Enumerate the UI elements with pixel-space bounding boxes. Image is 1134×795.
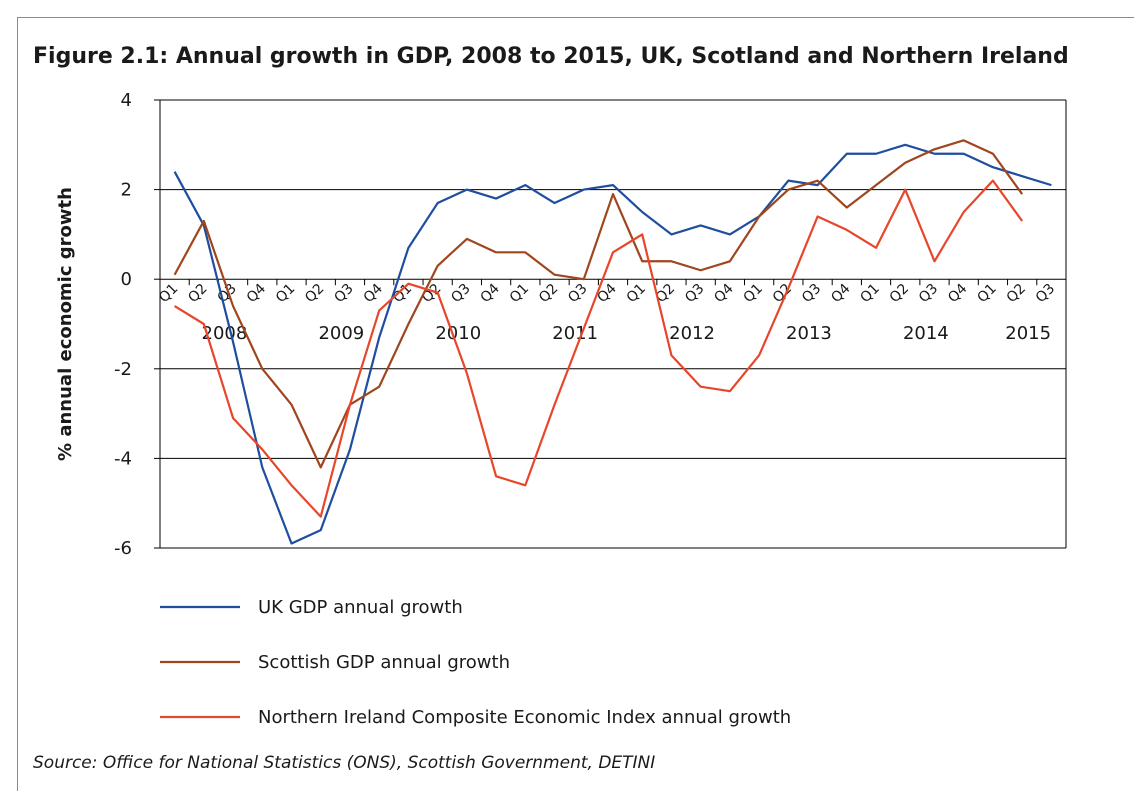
y-tick-label: 0 <box>121 269 132 290</box>
y-tick-label: 4 <box>121 90 132 111</box>
x-group-label: 2012 <box>669 323 715 344</box>
frame <box>18 18 1134 792</box>
y-tick-label: -4 <box>114 448 132 469</box>
x-group-label: 2015 <box>1005 323 1051 344</box>
y-tick-label: -6 <box>114 538 132 559</box>
y-tick-label: -2 <box>114 359 132 380</box>
legend-label: Northern Ireland Composite Economic Inde… <box>258 707 791 728</box>
legend-label: UK GDP annual growth <box>258 597 463 618</box>
y-tick-label: 2 <box>121 180 132 201</box>
x-group-label: 2013 <box>786 323 832 344</box>
legend-label: Scottish GDP annual growth <box>258 652 510 673</box>
x-group-label: 2009 <box>318 323 364 344</box>
chart-title: Figure 2.1: Annual growth in GDP, 2008 t… <box>33 44 1069 69</box>
source-note: Source: Office for National Statistics (… <box>33 753 655 773</box>
x-group-label: 2014 <box>903 323 949 344</box>
x-group-label: 2010 <box>435 323 481 344</box>
series-line <box>175 181 1023 517</box>
x-group-label: 2011 <box>552 323 598 344</box>
y-axis-label: % annual economic growth <box>55 187 76 461</box>
